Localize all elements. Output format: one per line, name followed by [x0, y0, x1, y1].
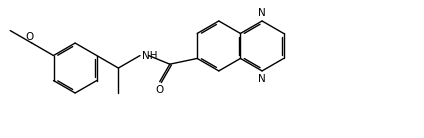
Text: N: N: [258, 8, 266, 18]
Text: N: N: [258, 74, 266, 84]
Text: O: O: [26, 32, 34, 42]
Text: O: O: [155, 85, 163, 95]
Text: NH: NH: [142, 51, 157, 61]
